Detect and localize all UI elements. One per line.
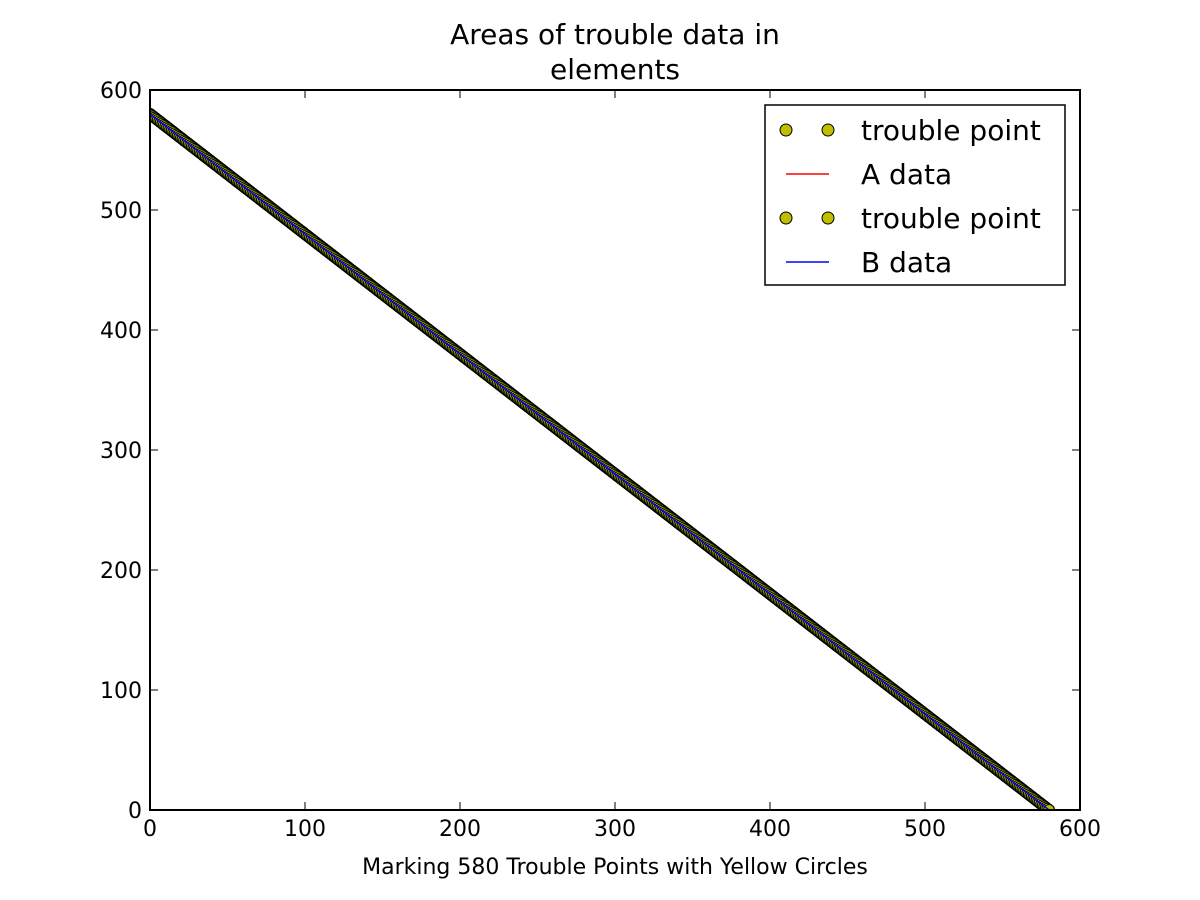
x-tick-label: 200 xyxy=(439,817,481,842)
legend-marker xyxy=(779,211,793,225)
legend-label: trouble point xyxy=(861,114,1041,147)
y-tick-label: 200 xyxy=(100,559,142,584)
x-tick-label: 100 xyxy=(284,817,326,842)
x-tick-label: 300 xyxy=(594,817,636,842)
series-layer xyxy=(150,108,1055,810)
legend-label: trouble point xyxy=(861,202,1041,235)
x-tick-label: 600 xyxy=(1059,817,1101,842)
x-axis-label: Marking 580 Trouble Points with Yellow C… xyxy=(362,855,868,880)
legend-marker xyxy=(821,123,835,137)
legend-label: A data xyxy=(861,158,952,191)
x-tick-label: 400 xyxy=(749,817,791,842)
y-tick-label: 100 xyxy=(100,679,142,704)
legend-label: B data xyxy=(861,246,952,279)
ticks-layer: 0 100 200 300 400 500 600 0 100 200 300 400 500 600 xyxy=(100,79,1101,842)
y-tick-label: 500 xyxy=(100,199,142,224)
y-tick-label: 400 xyxy=(100,319,142,344)
x-tick-label: 0 xyxy=(143,817,157,842)
legend-box xyxy=(764,104,1066,286)
y-tick-label: 600 xyxy=(100,79,142,104)
y-tick-label: 0 xyxy=(128,799,142,824)
chart-title-line-1: Areas of trouble data in xyxy=(450,18,780,51)
legend-marker xyxy=(779,123,793,137)
legend-marker xyxy=(821,211,835,225)
series-3-line xyxy=(150,113,1050,810)
y-tick-label: 300 xyxy=(100,439,142,464)
legend: trouble point A data trouble point B data xyxy=(764,104,1066,286)
chart-title-line-2: elements xyxy=(550,53,680,86)
x-tick-label: 500 xyxy=(904,817,946,842)
